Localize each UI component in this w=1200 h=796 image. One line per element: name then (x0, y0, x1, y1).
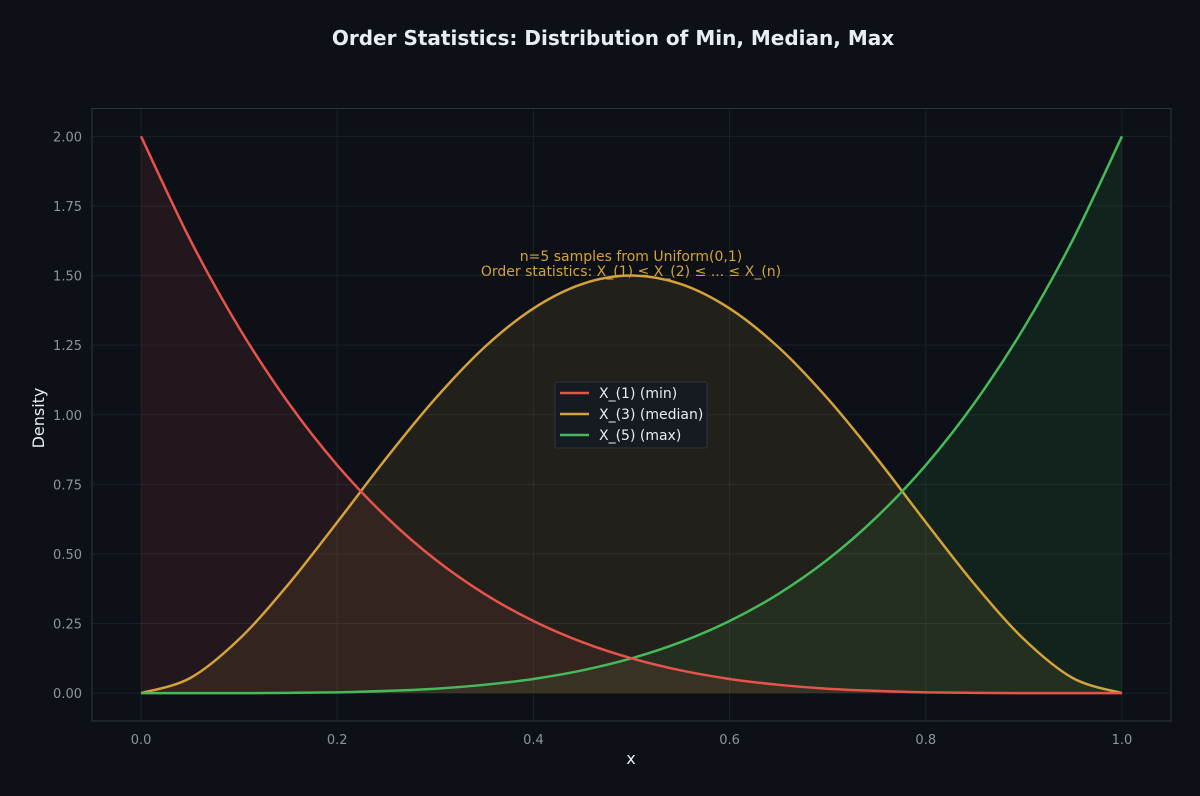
y-tick-label: 2.00 (53, 130, 82, 145)
series-fill-max (141, 136, 1122, 694)
x-axis-ticks: 0.0 0.2 0.4 0.6 0.8 1.0 (131, 733, 1133, 748)
y-tick-label: 1.75 (53, 200, 82, 215)
x-tick-label: 0.6 (719, 733, 740, 748)
chart-title: Order Statistics: Distribution of Min, M… (332, 26, 894, 50)
y-tick-label: 1.50 (53, 270, 82, 285)
x-tick-label: 0.2 (327, 733, 348, 748)
legend-label-min: X_(1) (min) (599, 386, 677, 402)
series-line-min (139, 135, 1122, 695)
x-tick-label: 0.8 (915, 733, 936, 748)
x-tick-label: 0.0 (131, 733, 152, 748)
y-axis-ticks: 0.00 0.25 0.50 0.75 1.00 1.25 1.50 1.75 2.00 (53, 130, 82, 702)
y-axis-label: Density (29, 388, 48, 449)
y-tick-label: 0.75 (53, 478, 82, 493)
legend-label-max: X_(5) (max) (599, 428, 681, 444)
legend-label-median: X_(3) (median) (599, 407, 703, 423)
y-tick-label: 0.00 (53, 687, 82, 702)
y-tick-label: 1.25 (53, 339, 82, 354)
series-fill-min (141, 136, 1122, 694)
annotation-line-2: Order statistics: X_(1) ≤ X_(2) ≤ ... ≤ … (481, 264, 781, 280)
series-line-max (141, 135, 1124, 695)
series-line-median (140, 274, 1123, 695)
x-tick-label: 0.4 (523, 733, 544, 748)
series-fill-median (141, 275, 1122, 694)
legend-box (554, 381, 708, 449)
y-tick-label: 0.50 (53, 548, 82, 563)
y-tick-label: 0.25 (53, 618, 82, 633)
x-tick-label: 1.0 (1112, 733, 1133, 748)
y-tick-label: 1.00 (53, 409, 82, 424)
series-lines (139, 135, 1124, 695)
x-axis-label: x (626, 749, 635, 768)
series-fills (141, 136, 1122, 694)
legend: X_(1) (min) X_(3) (median) X_(5) (max) (554, 381, 708, 449)
annotation-line-1: n=5 samples from Uniform(0,1) (520, 249, 742, 265)
